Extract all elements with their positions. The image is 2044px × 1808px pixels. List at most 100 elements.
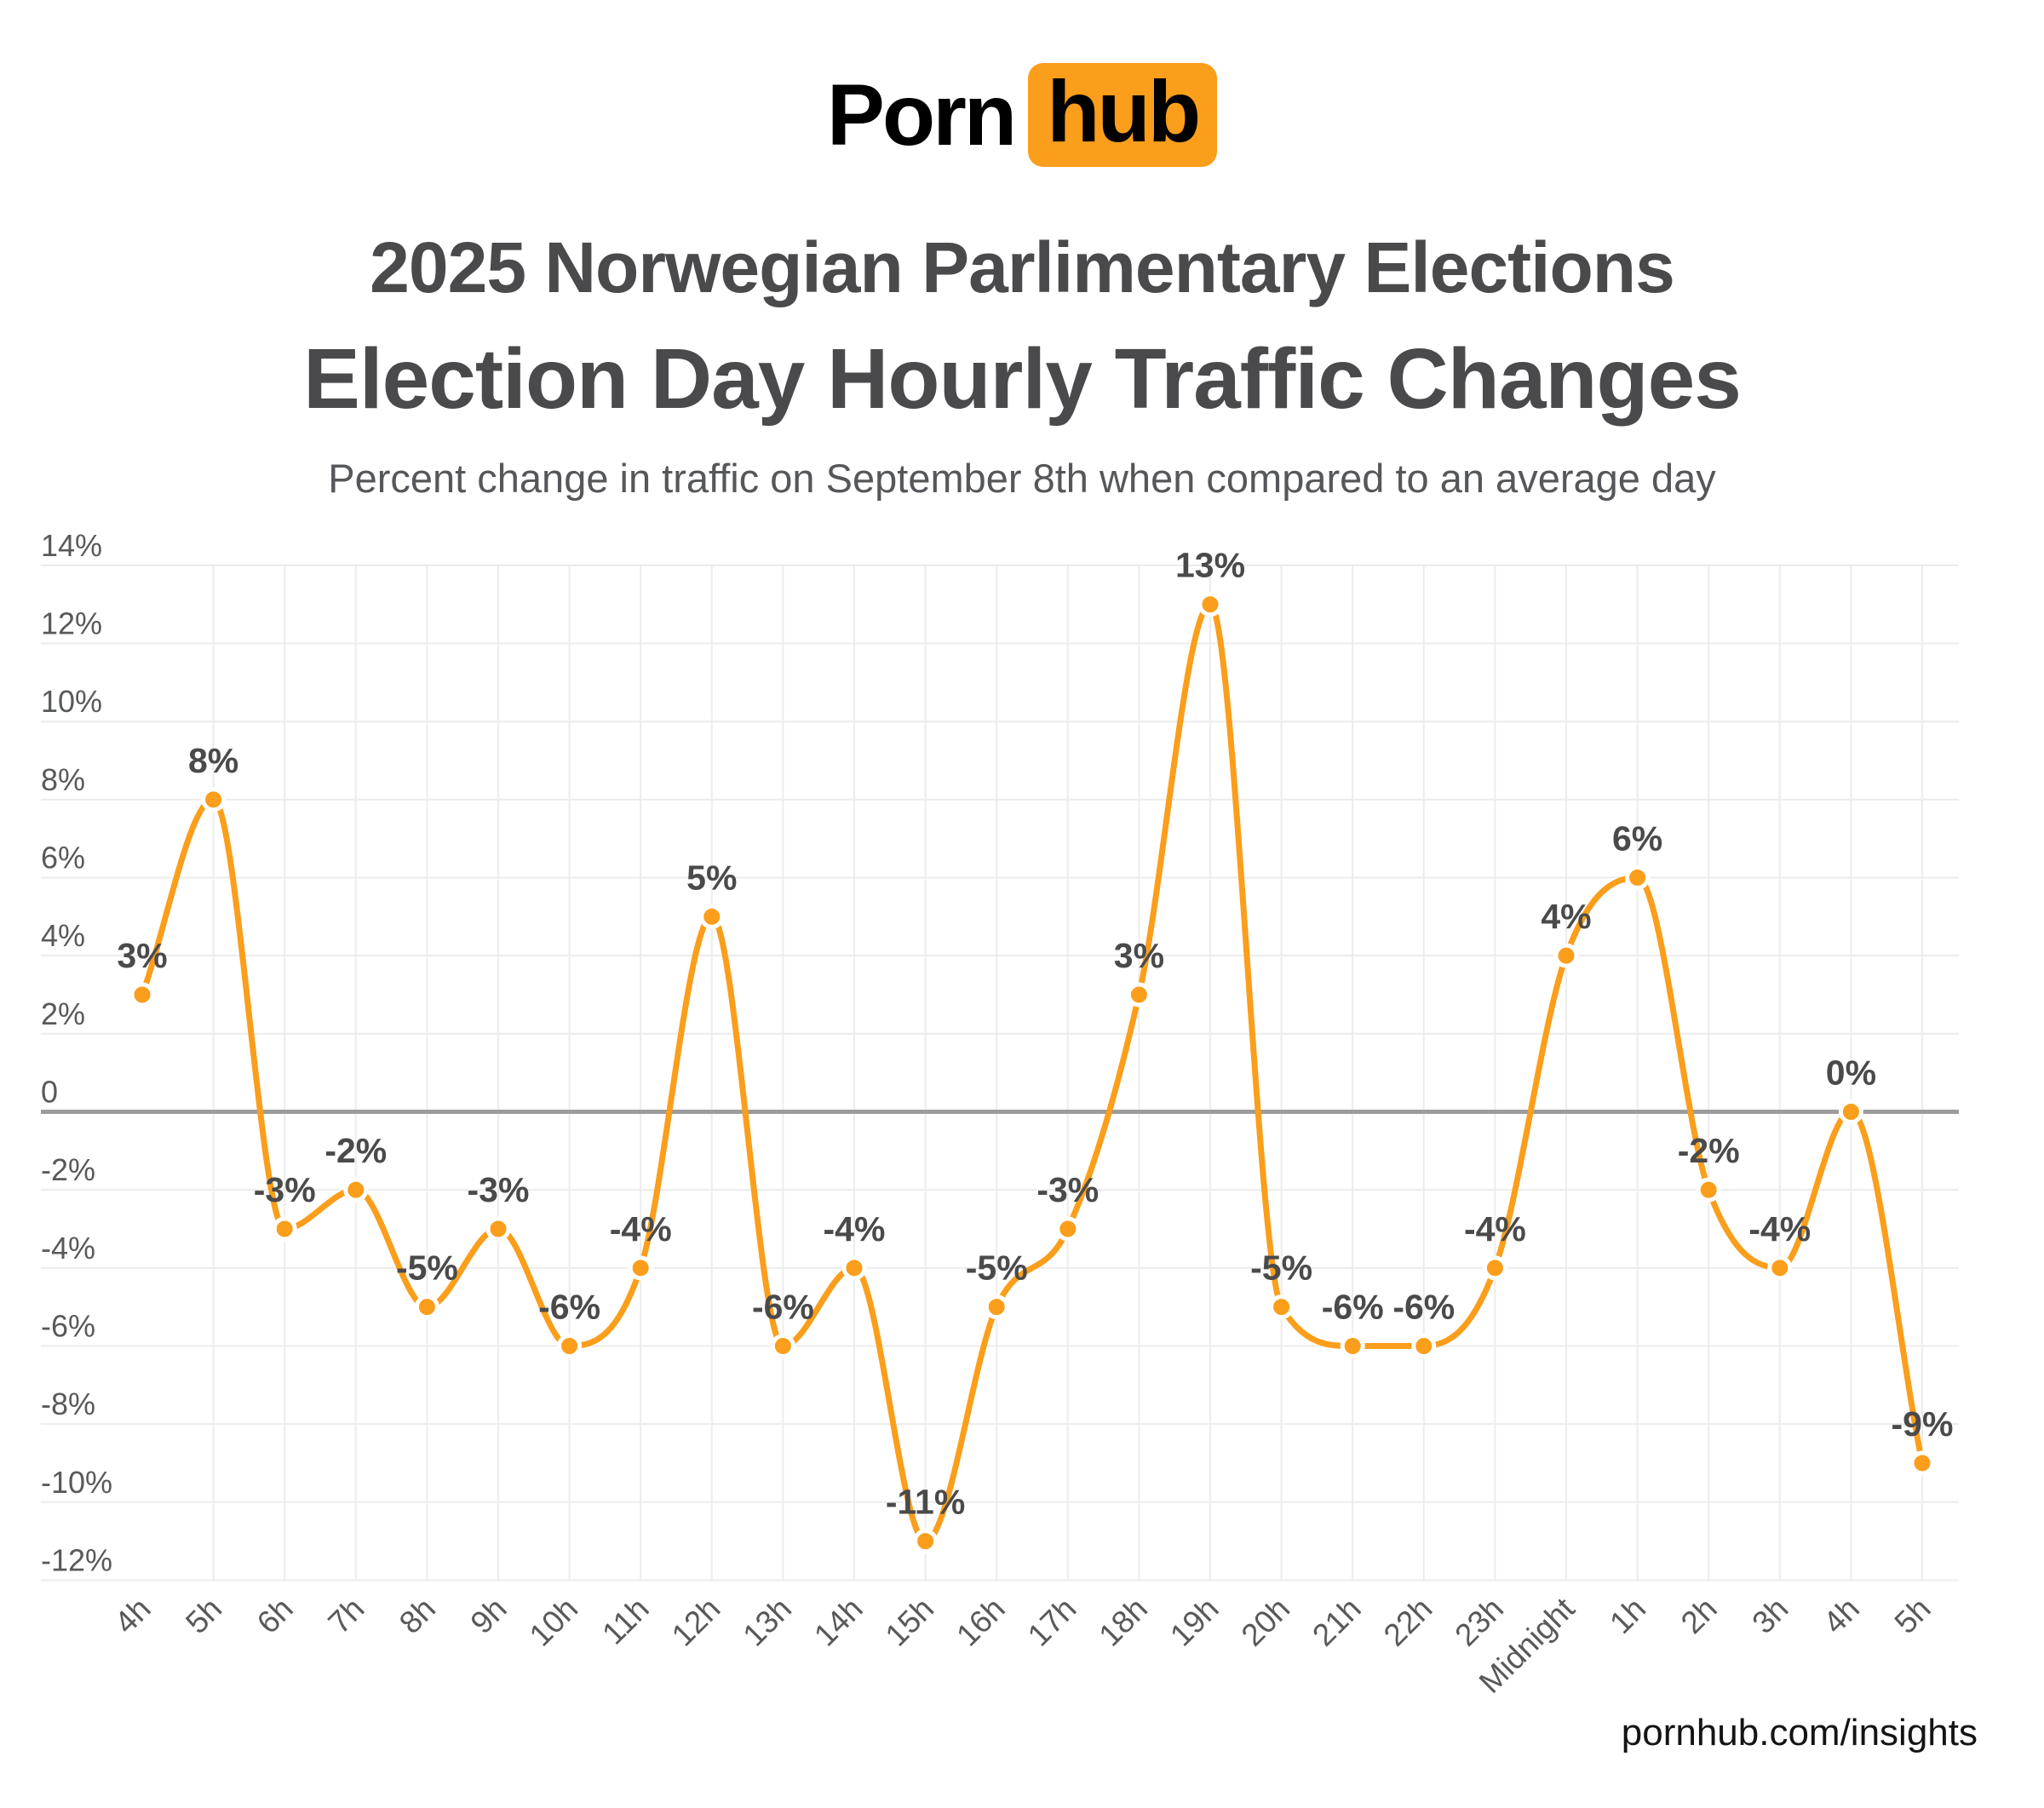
data-point-label-Midnight: 4% [1541, 897, 1591, 936]
x-axis-label-7h: 7h [321, 1591, 370, 1640]
y-axis-tick-label: 6% [41, 841, 85, 875]
x-axis-label-3h: 3h [1745, 1591, 1794, 1640]
data-point-label-22h: -6% [1392, 1287, 1455, 1326]
x-axis-label-6h: 6h [250, 1591, 300, 1640]
x-axis-label-13h: 13h [736, 1591, 798, 1653]
data-point-marker-18h [1126, 982, 1151, 1007]
x-axis-label-10h: 10h [523, 1591, 585, 1653]
data-point-marker-4h [1838, 1099, 1863, 1124]
data-point-label-4h: 3% [117, 936, 167, 975]
x-axis-label-16h: 16h [950, 1591, 1012, 1653]
chart-subtitle: Percent change in traffic on September 8… [328, 456, 1716, 501]
x-axis-label-21h: 21h [1306, 1591, 1368, 1653]
hourly-traffic-line-chart: 14%12%10%8%6%4%2%0-2%-4%-6%-8%-10%-12%4h… [41, 528, 1959, 1700]
chart-supertitle: 2025 Norwegian Parlimentary Elections [370, 227, 1675, 307]
data-point-marker-14h [841, 1255, 867, 1281]
data-point-label-14h: -4% [824, 1209, 886, 1248]
x-axis-label-19h: 19h [1163, 1591, 1226, 1653]
x-axis-label-8h: 8h [393, 1591, 442, 1640]
data-point-label-20h: -5% [1250, 1248, 1312, 1288]
x-axis-label-5h: 5h [179, 1591, 228, 1640]
data-point-label-18h: 3% [1114, 936, 1164, 975]
data-point-label-1h: 6% [1612, 819, 1662, 858]
data-point-marker-11h [628, 1255, 653, 1281]
y-axis-tick-label: -4% [41, 1231, 95, 1266]
data-point-marker-Midnight [1553, 943, 1579, 968]
data-point-label-11h: -4% [610, 1209, 672, 1248]
data-point-marker-3h [1767, 1255, 1793, 1281]
chart-title: Election Day Hourly Traffic Changes [303, 331, 1742, 427]
data-point-marker-13h [770, 1333, 795, 1358]
data-point-label-15h: -11% [886, 1483, 965, 1522]
data-point-label-19h: 13% [1175, 546, 1245, 585]
data-point-marker-6h [272, 1216, 297, 1242]
data-point-label-9h: -3% [468, 1170, 530, 1209]
data-point-marker-22h [1411, 1333, 1437, 1358]
data-point-marker-10h [557, 1333, 583, 1358]
x-axis-label-14h: 14h [807, 1591, 870, 1653]
x-axis-label-4h: 4h [1817, 1591, 1866, 1640]
x-axis-label-2h: 2h [1674, 1591, 1724, 1640]
data-point-label-13h: -6% [752, 1287, 814, 1326]
data-point-marker-1h [1625, 865, 1651, 891]
x-axis-label-11h: 11h [595, 1591, 656, 1651]
x-axis-label-23h: 23h [1448, 1591, 1510, 1653]
logo-hub-badge: hub [1028, 63, 1218, 167]
data-point-marker-9h [485, 1216, 511, 1242]
data-point-marker-16h [984, 1294, 1009, 1320]
y-axis-tick-label: 4% [41, 918, 85, 953]
y-axis-tick-label: -12% [41, 1542, 112, 1577]
data-point-marker-21h [1340, 1333, 1365, 1358]
y-axis-tick-label: -2% [41, 1152, 95, 1187]
data-point-label-8h: -5% [396, 1248, 458, 1288]
traffic-line [139, 601, 1926, 1545]
data-point-marker-19h [1197, 592, 1223, 617]
x-axis-label-20h: 20h [1235, 1591, 1297, 1653]
x-axis-label-4h: 4h [108, 1591, 158, 1640]
data-point-marker-23h [1482, 1255, 1507, 1281]
data-point-marker-5h [1909, 1450, 1935, 1476]
y-axis-tick-label: 12% [41, 606, 102, 641]
data-point-marker-20h [1269, 1294, 1295, 1320]
data-point-marker-2h [1696, 1177, 1721, 1202]
data-point-marker-15h [913, 1529, 939, 1554]
x-axis-label-17h: 17h [1021, 1591, 1083, 1653]
x-axis-label-1h: 1h [1603, 1591, 1652, 1640]
data-point-label-23h: -4% [1464, 1209, 1526, 1248]
data-point-label-6h: -3% [254, 1170, 316, 1209]
y-axis-tick-label: 2% [41, 996, 85, 1031]
data-point-marker-5h [201, 787, 227, 812]
data-point-label-3h: -4% [1748, 1209, 1811, 1248]
data-point-marker-8h [414, 1294, 439, 1320]
data-point-label-5h: 8% [188, 741, 238, 780]
x-axis-label-12h: 12h [665, 1591, 727, 1653]
y-axis-tick-label: -6% [41, 1308, 95, 1343]
data-point-marker-4h [129, 982, 155, 1007]
data-point-label-16h: -5% [966, 1248, 1028, 1288]
data-point-label-5h: -9% [1892, 1404, 1954, 1444]
x-axis-label-18h: 18h [1092, 1591, 1154, 1653]
pornhub-logo: Porn hub [0, 63, 2044, 167]
y-axis-tick-label: 0 [41, 1075, 58, 1110]
logo-text-porn: Porn [826, 66, 1017, 164]
data-point-label-7h: -2% [324, 1131, 387, 1170]
data-point-marker-12h [699, 904, 725, 929]
data-point-label-12h: 5% [686, 858, 737, 897]
data-point-label-21h: -6% [1322, 1287, 1384, 1326]
data-point-marker-7h [343, 1177, 369, 1202]
y-axis-tick-label: -10% [41, 1465, 112, 1500]
x-axis-label-9h: 9h [464, 1591, 514, 1640]
data-point-marker-17h [1055, 1216, 1081, 1242]
data-point-label-2h: -2% [1678, 1131, 1740, 1170]
data-point-label-4h: 0% [1826, 1053, 1876, 1093]
data-point-label-17h: -3% [1036, 1170, 1099, 1209]
y-axis-tick-label: 10% [41, 684, 102, 719]
insights-link: pornhub.com/insights [1621, 1712, 1978, 1753]
y-axis-tick-label: 8% [41, 762, 85, 797]
x-axis-label-15h: 15h [879, 1591, 941, 1653]
y-axis-tick-label: 14% [41, 528, 102, 563]
x-axis-label-5h: 5h [1888, 1591, 1938, 1640]
x-axis-label-22h: 22h [1377, 1591, 1439, 1653]
data-point-label-10h: -6% [538, 1287, 600, 1326]
y-axis-tick-label: -8% [41, 1386, 95, 1421]
